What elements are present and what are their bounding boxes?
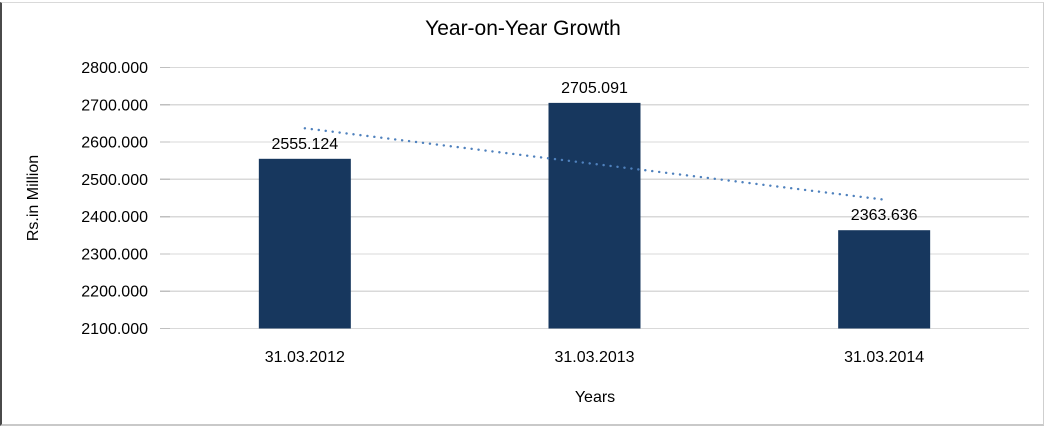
bar-value-label: 2555.124 [271, 136, 338, 153]
y-tick-label: 2800.000 [81, 60, 148, 77]
x-tick-label: 31.03.2014 [844, 349, 924, 366]
y-tick-label: 2600.000 [81, 135, 148, 152]
y-tick-label: 2400.000 [81, 209, 148, 226]
y-tick-label: 2100.000 [81, 321, 148, 338]
x-tick-label: 31.03.2013 [554, 349, 634, 366]
chart-title: Year-on-Year Growth [425, 17, 621, 40]
bar-31.03.2012[interactable] [258, 158, 351, 329]
y-tick-label: 2700.000 [81, 97, 148, 114]
y-tick-label: 2300.000 [81, 246, 148, 263]
y-tick-label: 2200.000 [81, 284, 148, 301]
chart-frame [0, 2, 1044, 426]
x-axis-title: Years [574, 389, 616, 406]
y-axis-title: Rs.in Million [25, 154, 42, 242]
bar-value-label: 2363.636 [851, 207, 918, 224]
bar-31.03.2014[interactable] [838, 230, 931, 329]
y-tick-label: 2500.000 [81, 172, 148, 189]
trendline[interactable] [303, 127, 886, 201]
bar-value-label: 2705.091 [561, 80, 628, 97]
x-tick-label: 31.03.2012 [265, 349, 345, 366]
bar-31.03.2013[interactable] [548, 102, 641, 329]
